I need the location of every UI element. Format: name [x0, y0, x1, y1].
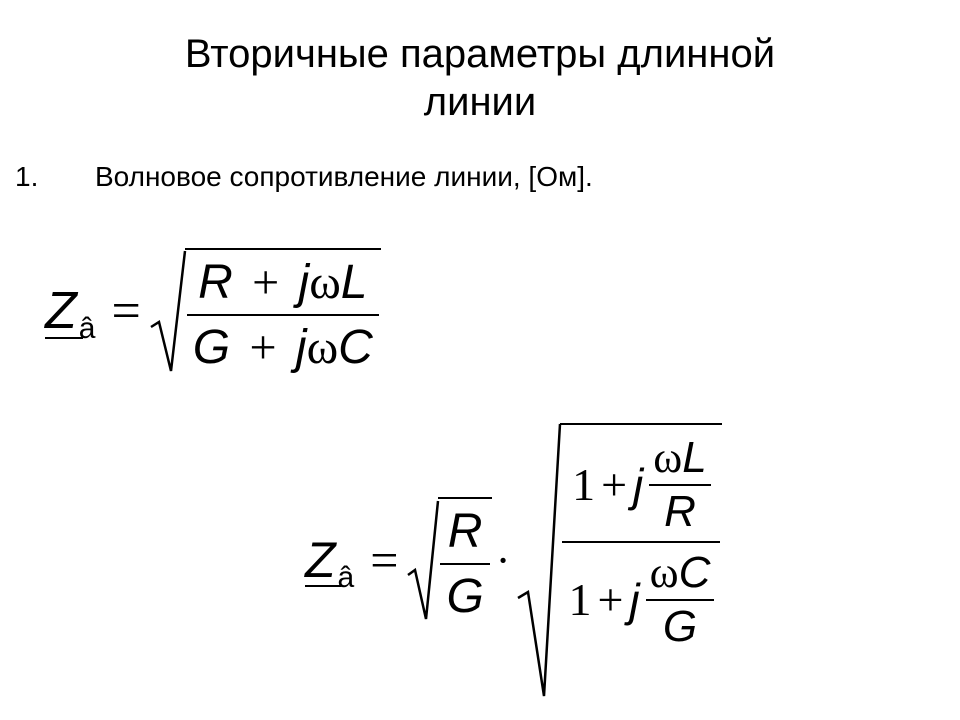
- list-item-1: 1.Волновое сопротивление линии, [Ом].: [0, 126, 960, 193]
- f2-big-den: 1 + j ωC G: [562, 545, 720, 654]
- slide-title: Вторичные параметры длинной линии: [0, 0, 960, 126]
- f2-Z-underline: [305, 585, 341, 587]
- f1-sub: â: [79, 312, 96, 346]
- f1-frac-line: [187, 314, 379, 316]
- f2-Z: Z: [305, 531, 336, 589]
- formula-2: Z â = R G ·: [305, 420, 720, 700]
- f1-vinculum: [185, 248, 381, 250]
- f2-d-nest-den: G: [659, 602, 701, 652]
- f1-Z: Z: [45, 281, 77, 341]
- f2-d-nest-num: ωC: [646, 547, 715, 598]
- f2-radical1-icon: [406, 497, 440, 623]
- f1-eq: =: [111, 282, 140, 341]
- f1-Z-underline: [45, 337, 83, 339]
- f2-n-nest-num: ωL: [649, 432, 710, 483]
- f1-denominator: G + jωC: [187, 318, 379, 377]
- f2-s1-line: [440, 563, 489, 565]
- f2-dot: ·: [496, 535, 511, 586]
- f2-eq: =: [370, 531, 398, 589]
- f2-big-num: 1 + j ωL R: [566, 430, 717, 539]
- f2-n-nest-den: R: [660, 487, 700, 537]
- f2-sqrt2: 1 + j ωL R 1 + j: [516, 420, 720, 700]
- f1-sqrt: R + jωL G + jωC: [149, 245, 379, 377]
- f2-sqrt1: R G: [406, 494, 489, 626]
- f2-radical2-icon: [516, 420, 562, 700]
- f2-sub: â: [338, 561, 355, 595]
- f2-vinculum1: [438, 497, 491, 499]
- f2-s1-num: R: [442, 502, 489, 561]
- f1-numerator: R + jωL: [192, 253, 373, 312]
- list-text: Волновое сопротивление линии, [Ом].: [95, 161, 593, 192]
- f2-s1-den: G: [440, 567, 489, 626]
- f2-d-nest-line: [646, 599, 715, 601]
- f2-big-line: [562, 541, 720, 543]
- f1-radical-icon: [149, 247, 187, 375]
- list-number: 1.: [55, 161, 95, 193]
- f2-vinculum2: [560, 423, 722, 425]
- title-line-2: линии: [424, 80, 536, 124]
- f2-n-nest-line: [649, 484, 710, 486]
- title-line-1: Вторичные параметры длинной: [185, 32, 775, 76]
- formula-1: Z â = R + jωL G +: [45, 245, 379, 377]
